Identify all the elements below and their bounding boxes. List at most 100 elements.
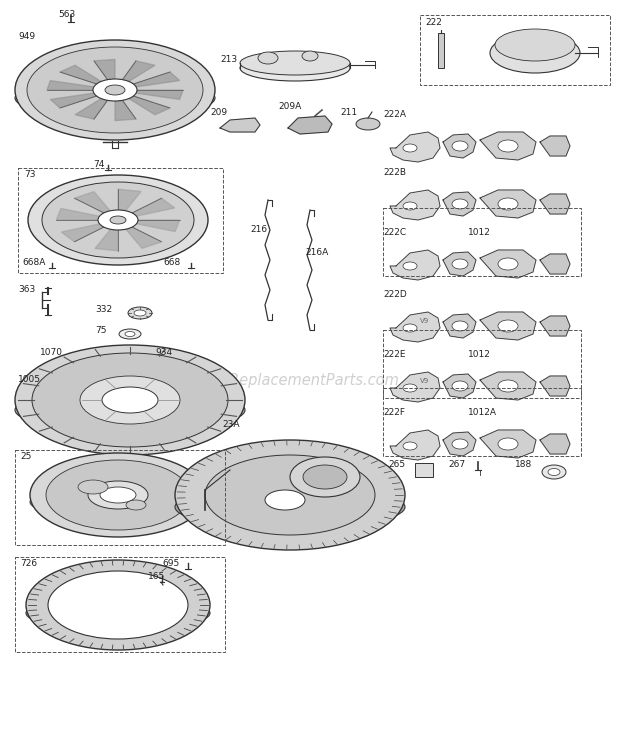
Ellipse shape <box>303 465 347 489</box>
Ellipse shape <box>498 198 518 210</box>
Ellipse shape <box>134 310 146 316</box>
Ellipse shape <box>548 468 560 476</box>
Ellipse shape <box>498 438 518 450</box>
Polygon shape <box>480 190 536 218</box>
Ellipse shape <box>30 453 206 537</box>
Polygon shape <box>443 432 476 456</box>
Text: 1012A: 1012A <box>468 408 497 417</box>
Ellipse shape <box>498 380 518 392</box>
Ellipse shape <box>452 321 468 331</box>
Polygon shape <box>95 220 118 251</box>
Ellipse shape <box>26 595 210 631</box>
Text: 165: 165 <box>148 572 166 581</box>
Ellipse shape <box>403 144 417 152</box>
Ellipse shape <box>126 500 146 510</box>
Ellipse shape <box>403 262 417 270</box>
Polygon shape <box>540 136 570 156</box>
Polygon shape <box>118 189 141 220</box>
Ellipse shape <box>490 33 580 73</box>
Ellipse shape <box>265 490 305 510</box>
Ellipse shape <box>119 329 141 339</box>
Text: 332: 332 <box>95 305 112 314</box>
Ellipse shape <box>498 320 518 332</box>
Polygon shape <box>220 118 260 132</box>
Polygon shape <box>115 61 155 90</box>
Ellipse shape <box>452 259 468 269</box>
Polygon shape <box>480 132 536 160</box>
Text: 934: 934 <box>155 348 172 357</box>
Ellipse shape <box>48 571 188 639</box>
Ellipse shape <box>175 440 405 550</box>
Text: 209A: 209A <box>278 102 301 111</box>
Polygon shape <box>480 372 536 400</box>
Ellipse shape <box>78 480 108 494</box>
Polygon shape <box>443 192 476 216</box>
Text: 73: 73 <box>24 170 35 179</box>
Ellipse shape <box>452 439 468 449</box>
Ellipse shape <box>240 55 350 81</box>
Text: V9: V9 <box>420 378 429 384</box>
Bar <box>18 168 223 273</box>
Ellipse shape <box>15 40 215 140</box>
Polygon shape <box>118 220 162 249</box>
Text: 74: 74 <box>93 160 104 169</box>
Polygon shape <box>115 90 136 121</box>
Text: 216A: 216A <box>305 248 328 257</box>
Text: 563: 563 <box>58 10 75 19</box>
Ellipse shape <box>93 79 137 101</box>
Bar <box>383 208 581 276</box>
Polygon shape <box>115 72 180 90</box>
Polygon shape <box>288 116 332 134</box>
Ellipse shape <box>42 182 194 258</box>
Ellipse shape <box>80 376 180 424</box>
Ellipse shape <box>15 388 245 432</box>
Ellipse shape <box>403 384 417 392</box>
Polygon shape <box>443 314 476 338</box>
Ellipse shape <box>125 332 135 337</box>
Ellipse shape <box>290 457 360 497</box>
Ellipse shape <box>452 141 468 151</box>
Polygon shape <box>115 90 170 115</box>
Polygon shape <box>480 312 536 340</box>
Text: 211: 211 <box>340 108 357 117</box>
Bar <box>420 15 610 85</box>
Polygon shape <box>390 312 440 342</box>
Bar <box>438 33 444 68</box>
Ellipse shape <box>105 85 125 95</box>
Ellipse shape <box>498 140 518 152</box>
Polygon shape <box>74 192 118 220</box>
Ellipse shape <box>240 51 350 75</box>
Ellipse shape <box>452 199 468 209</box>
Text: 949: 949 <box>18 32 35 41</box>
Text: 363: 363 <box>18 285 35 294</box>
Text: 188: 188 <box>515 460 532 469</box>
Ellipse shape <box>495 29 575 61</box>
Ellipse shape <box>15 78 215 118</box>
Bar <box>383 330 581 398</box>
Text: 209: 209 <box>210 108 227 117</box>
Polygon shape <box>540 194 570 214</box>
Ellipse shape <box>302 51 318 61</box>
Polygon shape <box>443 374 476 398</box>
Text: 726: 726 <box>20 559 37 568</box>
Ellipse shape <box>27 47 203 133</box>
Text: 265: 265 <box>388 460 405 469</box>
Polygon shape <box>75 90 115 119</box>
Ellipse shape <box>175 485 405 529</box>
Text: 695: 695 <box>162 559 179 568</box>
Ellipse shape <box>32 353 228 447</box>
Text: 222A: 222A <box>383 110 406 119</box>
Ellipse shape <box>205 455 375 535</box>
Ellipse shape <box>258 52 278 64</box>
Ellipse shape <box>356 118 380 130</box>
Polygon shape <box>94 59 115 90</box>
Ellipse shape <box>403 324 417 332</box>
Polygon shape <box>56 209 118 220</box>
Text: 222: 222 <box>425 18 442 27</box>
Text: 1012: 1012 <box>468 350 491 359</box>
Polygon shape <box>540 434 570 454</box>
Ellipse shape <box>452 381 468 391</box>
Text: 222F: 222F <box>383 408 405 417</box>
Ellipse shape <box>98 210 138 230</box>
Text: 668: 668 <box>163 258 180 267</box>
